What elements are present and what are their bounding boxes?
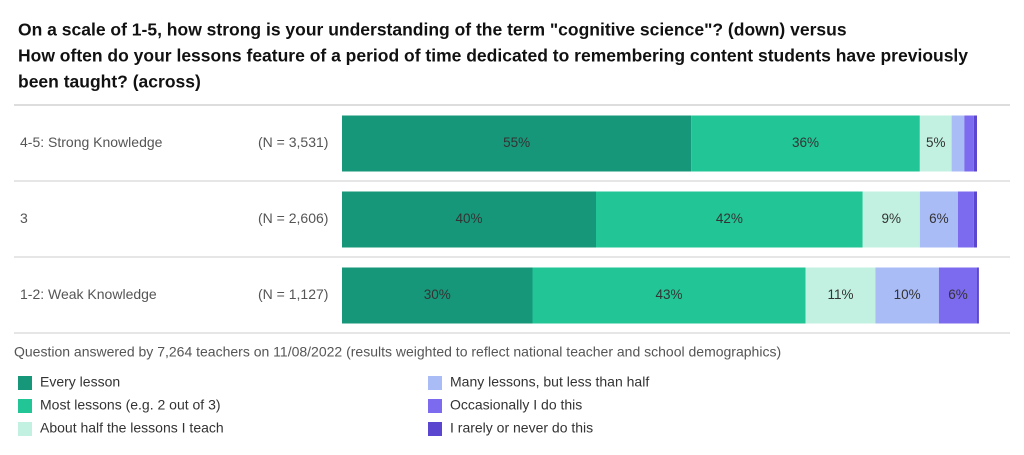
legend-label: Every lesson <box>40 374 120 390</box>
bar-segment <box>973 191 977 248</box>
value-label: 40% <box>455 211 482 226</box>
bar-segment <box>342 115 692 172</box>
legend-label: Occasionally I do this <box>450 397 582 413</box>
chart-title: On a scale of 1-5, how strong is your un… <box>18 20 847 40</box>
bar-segment <box>919 115 952 172</box>
legend-swatch <box>18 399 32 413</box>
value-label: 6% <box>948 287 968 302</box>
legend-label: About half the lessons I teach <box>40 420 224 436</box>
chart-title: been taught? (across) <box>18 72 201 92</box>
value-label: 43% <box>656 287 683 302</box>
legend-swatch <box>18 376 32 390</box>
category-label: 3 <box>20 210 28 226</box>
bar-segment <box>964 115 974 172</box>
category-label: 1-2: Weak Knowledge <box>20 286 157 302</box>
bar-segment <box>957 191 974 248</box>
value-label: 9% <box>882 211 902 226</box>
category-label: 4-5: Strong Knowledge <box>20 134 163 150</box>
bar-segment <box>532 267 806 324</box>
bar-segment <box>977 267 979 324</box>
bar-segment <box>938 267 977 324</box>
bar-segment <box>951 115 965 172</box>
chart-title: How often do your lessons feature of a p… <box>18 46 968 66</box>
bar-segment <box>342 191 596 248</box>
bar-segment <box>862 191 920 248</box>
value-label: 30% <box>424 287 451 302</box>
legend-swatch <box>428 376 442 390</box>
value-label: 6% <box>929 211 949 226</box>
value-label: 5% <box>926 135 946 150</box>
footnote: Question answered by 7,264 teachers on 1… <box>14 344 781 360</box>
bar-segment <box>342 267 533 324</box>
category-note: (N = 3,531) <box>258 134 328 150</box>
value-label: 10% <box>894 287 921 302</box>
legend-label: I rarely or never do this <box>450 420 593 436</box>
legend-label: Many lessons, but less than half <box>450 374 649 390</box>
bar-segment <box>919 191 958 248</box>
value-label: 11% <box>827 287 853 302</box>
legend-swatch <box>428 422 442 436</box>
value-label: 42% <box>716 211 743 226</box>
legend-swatch <box>428 399 442 413</box>
value-label: 55% <box>503 135 530 150</box>
bar-segment <box>691 115 920 172</box>
bar-segment <box>875 267 939 324</box>
bar-segment <box>973 115 977 172</box>
bar-segment <box>805 267 876 324</box>
value-label: 36% <box>792 135 819 150</box>
bar-segment <box>596 191 863 248</box>
legend-swatch <box>18 422 32 436</box>
category-note: (N = 1,127) <box>258 286 328 302</box>
legend-label: Most lessons (e.g. 2 out of 3) <box>40 397 221 413</box>
category-note: (N = 2,606) <box>258 210 328 226</box>
